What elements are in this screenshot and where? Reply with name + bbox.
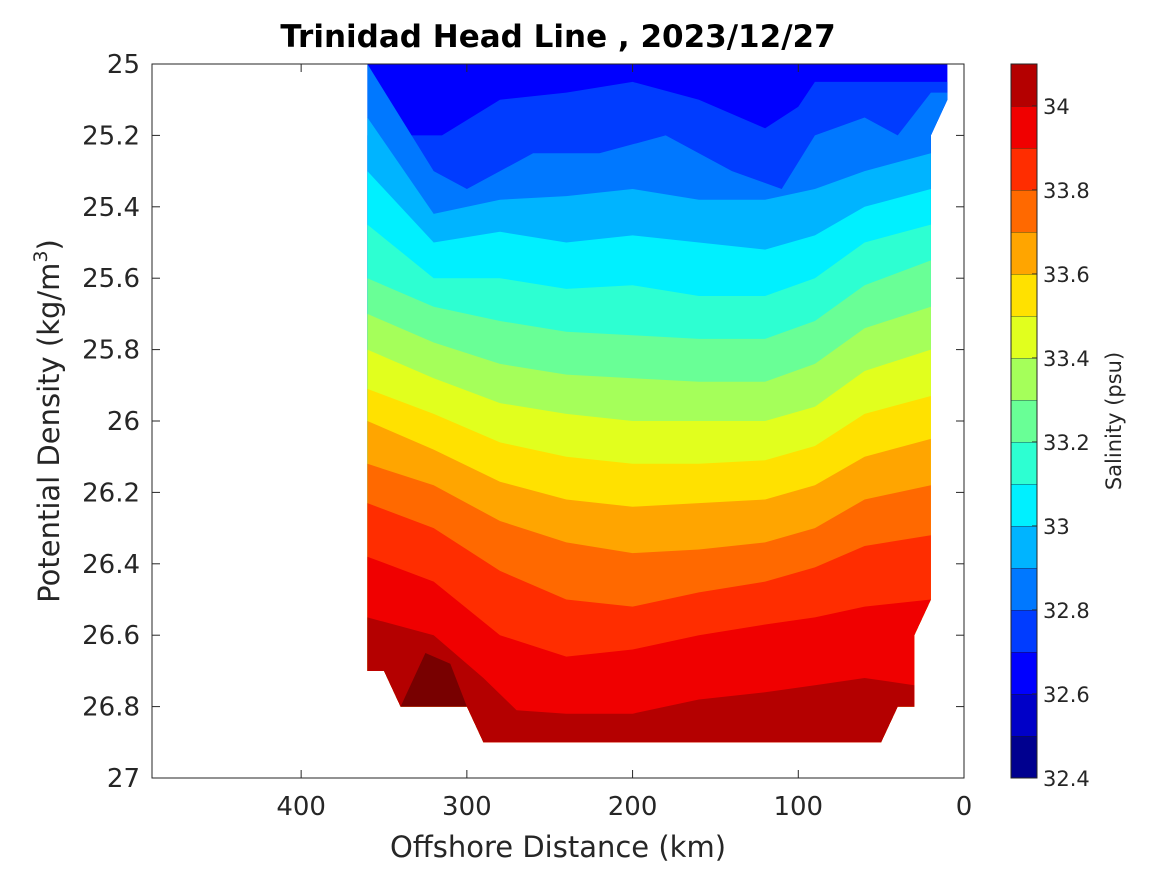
y-axis-ticks: 25 25.2 25.4 25.6 25.8 26 26.2 26.4 26.6 26.8 27 xyxy=(82,50,964,794)
colorbar-swatch xyxy=(1011,232,1037,274)
colorbar-tick-label: 33.2 xyxy=(1043,431,1090,455)
colorbar-swatch xyxy=(1011,484,1037,526)
colorbar-swatch xyxy=(1011,64,1037,106)
colorbar-swatch xyxy=(1011,106,1037,148)
x-tick-label: 300 xyxy=(442,792,492,822)
y-axis-label: Potential Density (kg/m3) xyxy=(30,239,66,603)
contour-band-34 xyxy=(367,617,948,743)
contour-fill-layer xyxy=(367,64,948,743)
colorbar-swatch xyxy=(1011,694,1037,736)
y-tick-label: 25.6 xyxy=(82,264,140,294)
y-tick-label: 26.6 xyxy=(82,621,140,651)
colorbar-tick-label: 32.6 xyxy=(1043,683,1090,707)
y-axis-label-superscript: 3 xyxy=(30,250,52,262)
y-tick-label: 27 xyxy=(107,764,140,794)
colorbar-swatch xyxy=(1011,610,1037,652)
y-tick-label: 25.2 xyxy=(82,121,140,151)
x-tick-label: 400 xyxy=(276,792,326,822)
colorbar-ticks: 32.4 32.6 32.8 33 33.2 33.4 33.6 33.8 34 xyxy=(1032,95,1090,791)
colorbar xyxy=(1011,63,1037,778)
x-axis-ticks: 400 300 200 100 0 xyxy=(276,64,972,822)
colorbar-tick-label: 32.4 xyxy=(1043,767,1090,791)
colorbar-tick-label: 33.6 xyxy=(1043,263,1090,287)
colorbar-swatch xyxy=(1011,652,1037,694)
contour-bands xyxy=(367,64,948,743)
y-tick-label: 26 xyxy=(107,407,140,437)
y-tick-label: 25.8 xyxy=(82,336,140,366)
colorbar-swatch xyxy=(1011,568,1037,610)
colorbar-label: Salinity (psu) xyxy=(1102,352,1126,490)
colorbar-frame xyxy=(1010,63,1038,779)
colorbar-tick-label: 33.4 xyxy=(1043,347,1090,371)
y-axis-label-main: Potential Density (kg/m xyxy=(32,263,66,603)
x-tick-label: 100 xyxy=(773,792,823,822)
colorbar-swatch xyxy=(1011,442,1037,484)
colorbar-swatch xyxy=(1011,148,1037,190)
colorbar-tick-label: 33 xyxy=(1043,515,1070,539)
y-tick-label: 26.2 xyxy=(82,478,140,508)
colorbar-swatch xyxy=(1011,316,1037,358)
y-tick-label: 26.8 xyxy=(82,693,140,723)
x-tick-label: 0 xyxy=(956,792,973,822)
colorbar-swatch xyxy=(1011,400,1037,442)
x-tick-label: 200 xyxy=(608,792,658,822)
colorbar-swatch xyxy=(1011,526,1037,568)
y-axis-label-close: ) xyxy=(32,239,66,250)
contour-band-34.1 xyxy=(400,653,467,707)
y-tick-label: 25.4 xyxy=(82,193,140,223)
colorbar-swatch xyxy=(1011,190,1037,232)
colorbar-swatch xyxy=(1011,358,1037,400)
colorbar-swatch xyxy=(1011,736,1037,778)
colorbar-tick-label: 32.8 xyxy=(1043,599,1090,623)
colorbar-tick-label: 33.8 xyxy=(1043,179,1090,203)
x-axis-label: Offshore Distance (km) xyxy=(390,830,726,864)
y-tick-label: 26.4 xyxy=(82,550,140,580)
colorbar-tick-label: 34 xyxy=(1043,95,1070,119)
chart-title: Trinidad Head Line , 2023/12/27 xyxy=(280,19,835,55)
colorbar-swatch xyxy=(1011,274,1037,316)
y-tick-label: 25 xyxy=(107,50,140,80)
